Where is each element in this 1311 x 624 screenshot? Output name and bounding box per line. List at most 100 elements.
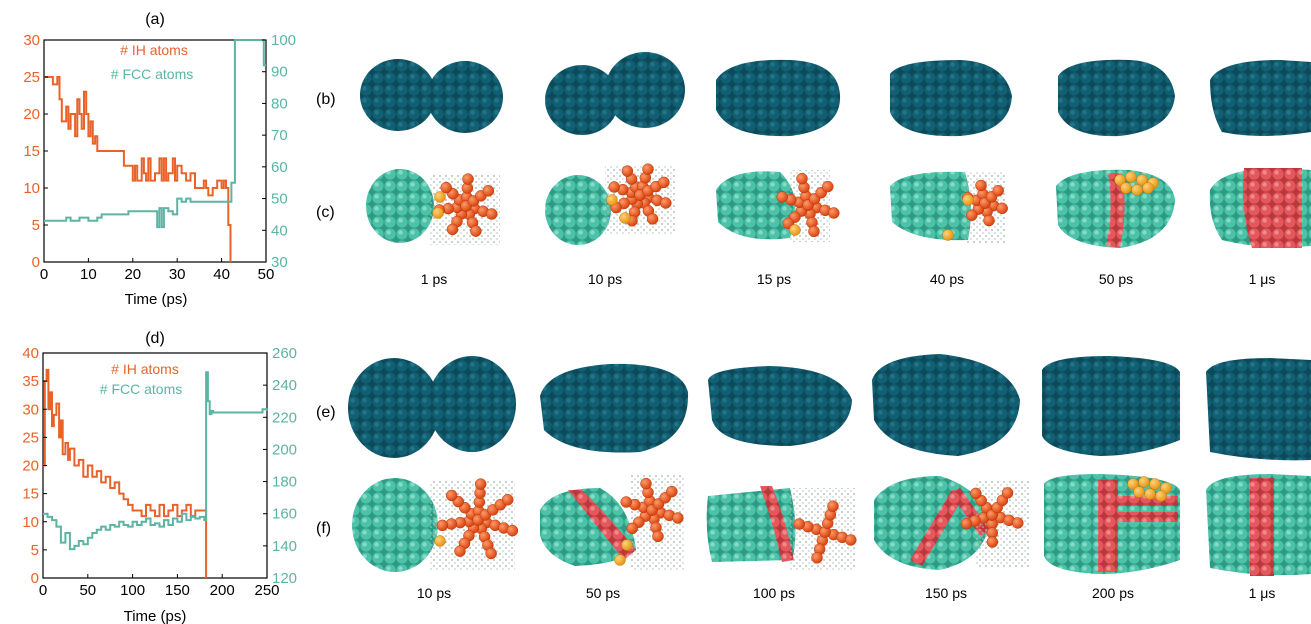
snapshot-c2 [545,163,675,245]
snapshot-b3 [716,59,841,137]
chart-d-label: (d) [145,330,165,347]
chart-d-series-ih-line [43,368,208,578]
chart-a-xtick-label: 20 [124,266,141,283]
ih-atom [640,477,652,490]
snapshot-f2 [540,475,685,570]
ih-atom [446,223,459,236]
snapshot-b5 [1058,59,1175,137]
surface-atom [614,554,626,566]
surface-atom [606,194,618,206]
chart-a-ytick-left-label: 25 [23,69,40,86]
chart-d-xtick-label: 250 [254,582,279,599]
chart-d-ytick-left-label: 10 [22,514,39,531]
time-label-c1: 1 ps [421,271,447,287]
ih-atom [486,208,498,220]
ih-atom [970,487,982,500]
surface-atom [1136,174,1148,186]
chart-d-ytick-left-label: 30 [22,401,39,418]
chart-d-ytick-right-label: 200 [272,441,297,458]
time-label-c2: 10 ps [588,271,622,287]
ih-atom [776,191,788,203]
snapshot-f3 [706,486,857,570]
snapshot-f1 [352,478,519,572]
snapshot-f5 [1044,474,1180,574]
chart-a-xtick-label: 10 [80,266,97,283]
surface-atom [1144,488,1156,500]
chart-a-legend-ih: # IH atoms [120,42,188,58]
chart-a: (a) 0 10 20 30 40 50 0 5 10 15 20 25 30 30 40 50 60 70 80 9… [23,11,296,308]
chart-d-xtick-label: 100 [120,582,145,599]
ih-atom [462,173,474,185]
time-label-f1: 10 ps [417,585,451,601]
snapshot-c3 [716,170,840,242]
chart-a-ytick-right-label: 30 [271,254,288,271]
ih-atom [626,522,638,535]
ih-atom [960,517,973,530]
chart-a-ytick-left-label: 5 [32,217,40,234]
chart-d-ytick-right-label: 180 [272,474,297,491]
chart-a-xtick-label: 0 [40,266,48,283]
surface-atom [1138,476,1150,488]
time-label-c3: 15 ps [757,271,791,287]
chart-d-ytick-right-label: 140 [272,538,297,555]
ih-atom [445,489,458,502]
chart-d-ytick-left-label: 0 [31,570,39,587]
chart-a-ytick-left-label: 30 [23,32,40,49]
chart-a-xtick-label: 30 [169,266,186,283]
ih-atom [845,534,857,546]
ih-atom [793,518,805,530]
chart-d-ytick-right-label: 220 [272,409,297,426]
ih-atom [436,519,449,532]
row-b-snapshots [360,52,1311,137]
snapshot-b1 [360,59,503,133]
chart-d-legend-fcc: # FCC atoms [100,381,182,397]
chart-d-xlabel: Time (ps) [124,608,187,624]
time-label-c4: 40 ps [930,271,964,287]
row-label-e: (e) [316,404,336,421]
ih-atom [796,172,808,185]
surface-atom [1131,184,1143,196]
chart-a-ytick-right-label: 100 [271,32,296,49]
surface-atom [1114,174,1126,186]
ih-atom [474,478,487,490]
time-label-f5: 200 ps [1092,585,1134,601]
ih-atom [986,536,999,548]
chart-d-series-fcc-line [43,371,268,551]
chart-d-xtick-label: 200 [210,582,235,599]
time-label-c6: 1 μs [1249,271,1276,287]
surface-atom [619,212,631,224]
ih-atom [470,225,482,237]
snapshot-e3 [708,366,852,446]
chart-d: (d) 0 50 100 150 200 250 0 5 10 15 20 25 30 35 40 120 14… [22,330,297,624]
ih-atom [506,524,519,537]
ih-atom [983,214,995,227]
row-label-b: (b) [316,91,336,108]
chart-d-ytick-left-label: 40 [22,345,39,362]
ih-atom [672,512,684,524]
surface-atom [789,224,801,236]
chart-a-ytick-left-label: 10 [23,180,40,197]
surface-atom [962,194,974,206]
ih-atom [658,176,670,189]
surface-atom [432,207,444,219]
snapshot-b2 [545,52,685,135]
ih-atom [827,500,839,512]
time-label-f6: 1 μs [1249,585,1276,601]
ih-atom [996,202,1008,215]
snapshot-c1 [366,169,500,245]
chart-d-ytick-right-label: 260 [272,345,297,362]
surface-atom [434,535,446,547]
top-time-labels: 1 ps 10 ps 15 ps 40 ps 50 ps 1 μs [421,271,1276,287]
chart-a-ytick-left-label: 15 [23,143,40,160]
chart-d-xtick-label: 150 [165,582,190,599]
snapshot-e2 [540,363,689,453]
snapshot-e4 [872,354,1020,456]
time-label-c5: 50 ps [1099,271,1133,287]
chart-d-ytick-right-label: 160 [272,506,297,523]
chart-a-ytick-right-label: 60 [271,159,288,176]
ih-atom [502,493,514,506]
surface-atom [1142,182,1154,194]
snapshot-e5 [1042,356,1180,456]
ih-atom [1001,487,1014,499]
